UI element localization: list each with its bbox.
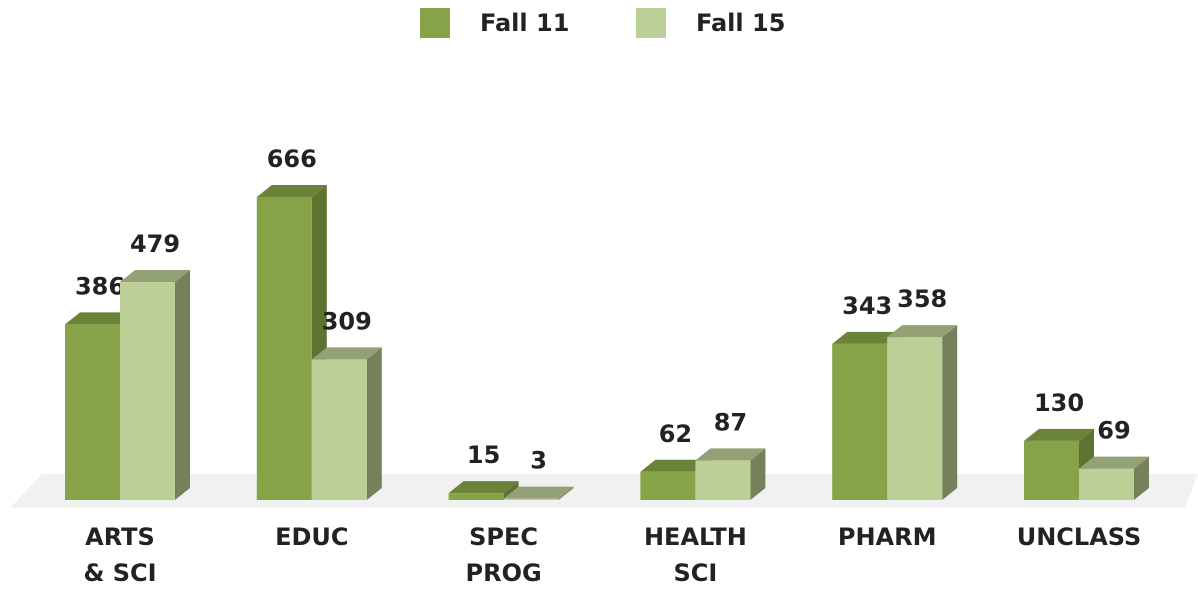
- bar: [448, 493, 504, 500]
- value-label: 3: [530, 447, 547, 475]
- bar-side: [1134, 456, 1149, 500]
- value-label: 666: [267, 145, 317, 173]
- bar-top: [65, 312, 135, 325]
- value-label: 386: [75, 272, 125, 300]
- bar-top: [832, 331, 903, 344]
- bar: [640, 471, 696, 500]
- value-label: 343: [842, 292, 892, 320]
- bar-side: [942, 325, 958, 500]
- legend-swatch: [420, 8, 450, 38]
- x-tick-label: SPEC: [469, 523, 538, 551]
- x-tick-label: HEALTH: [644, 523, 747, 551]
- bar-top: [1079, 456, 1149, 469]
- bar-top: [503, 486, 574, 499]
- bar: [65, 324, 120, 500]
- value-label: 87: [714, 408, 747, 436]
- bar-side: [366, 347, 382, 500]
- value-label: 69: [1097, 417, 1130, 445]
- bar-top: [120, 270, 190, 283]
- legend-label: Fall 15: [696, 9, 785, 37]
- bar: [1079, 468, 1134, 500]
- value-label: 15: [467, 441, 500, 469]
- bar: [503, 498, 559, 500]
- x-tick-label: UNCLASS: [1017, 523, 1142, 551]
- value-label: 130: [1034, 389, 1084, 417]
- x-tick-label: & SCI: [83, 559, 156, 587]
- bar: [695, 460, 751, 500]
- bar-side: [175, 270, 190, 500]
- bar-top: [887, 325, 958, 338]
- legend-label: Fall 11: [480, 9, 569, 37]
- legend-swatch: [636, 8, 666, 38]
- bar: [832, 343, 888, 500]
- x-tick-label: EDUC: [275, 523, 348, 551]
- x-tick-label: ARTS: [85, 523, 155, 551]
- bar: [120, 282, 175, 500]
- bar-top: [311, 347, 382, 360]
- value-label: 358: [897, 285, 947, 313]
- bar-side: [558, 486, 574, 500]
- bar-side: [750, 448, 766, 500]
- bar-side: [503, 481, 519, 500]
- bar-top: [1024, 428, 1094, 441]
- value-label: 62: [659, 420, 692, 448]
- bar: [887, 337, 943, 500]
- bar-top: [695, 448, 766, 461]
- bar-top: [256, 184, 327, 197]
- value-label: 309: [322, 307, 372, 335]
- x-tick-label: PHARM: [838, 523, 937, 551]
- bar-top: [448, 481, 519, 494]
- x-tick-label: SCI: [673, 559, 717, 587]
- bar: [256, 196, 312, 500]
- value-label: 479: [130, 230, 180, 258]
- bar: [1024, 440, 1079, 500]
- bar-top: [640, 459, 711, 472]
- x-tick-label: PROG: [466, 559, 542, 587]
- bar: [311, 359, 367, 500]
